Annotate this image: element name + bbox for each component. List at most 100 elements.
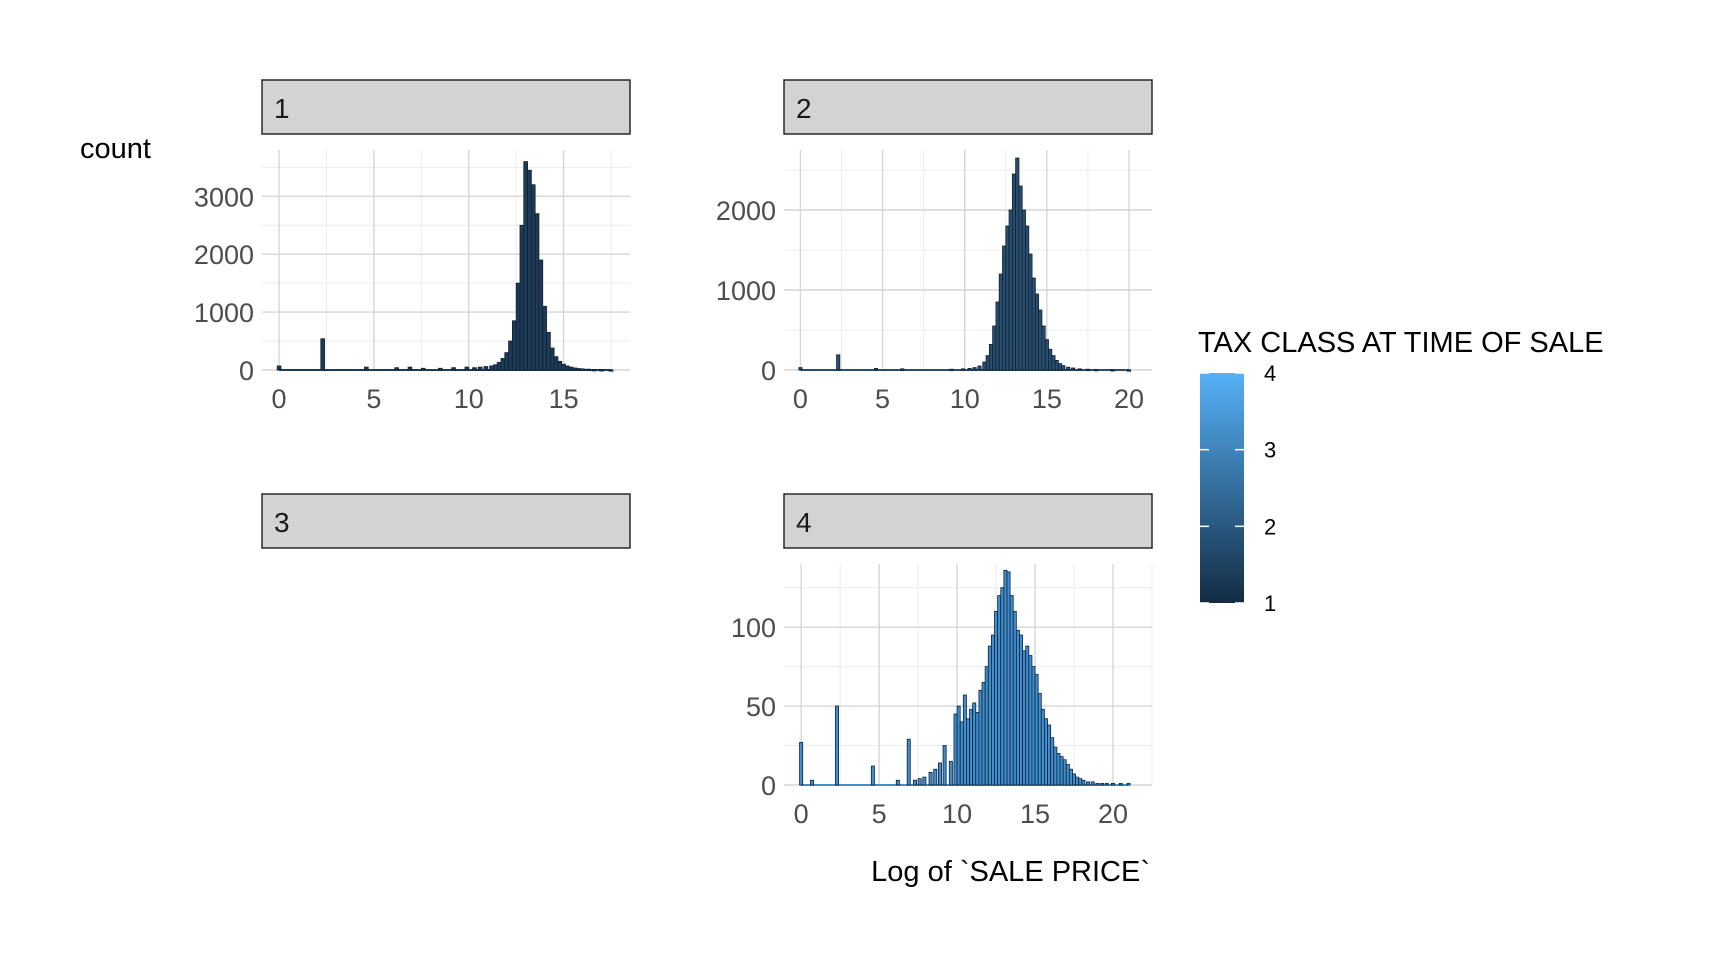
histogram-bar [1002,245,1007,371]
x-tick-label: 0 [793,384,808,414]
histogram-bar [799,741,804,786]
histogram-bar [519,224,525,371]
histogram-bar [1110,369,1115,372]
legend-tick-label: 3 [1264,438,1276,463]
histogram-bar [534,213,540,371]
histogram-bar [1071,367,1076,371]
histogram-bar [942,745,947,786]
histogram-bar [500,358,506,371]
histogram-bar [913,779,917,786]
x-tick-label: 20 [1114,384,1144,414]
histogram-bar [1008,209,1013,371]
histogram-bar [464,366,470,371]
colorbar-ticks: 1 2 3 4 [1200,361,1276,616]
histogram-bar [870,765,875,786]
histogram-bar [967,367,972,371]
x-tick-label: 0 [794,799,809,829]
histogram-bar [1075,776,1080,786]
histogram-bar [835,705,839,786]
x-tick-label: 15 [1020,799,1050,829]
histogram-bar [1081,779,1086,786]
histogram-bar [959,721,964,786]
histogram-bar [984,666,989,786]
histogram-bar [953,713,958,786]
x-tick-label: 0 [272,384,287,414]
x-axis-title: Log of `SALE PRICE` [871,856,1150,888]
histogram-bar [493,364,498,371]
histogram-bar [1059,756,1064,786]
histogram-bar [608,369,614,372]
histogram-bar [1003,569,1008,786]
histogram-bar [1066,366,1071,371]
legend-title: TAX CLASS AT TIME OF SALE [1198,327,1604,359]
histogram-bar [906,738,911,786]
facet-strip-3 [261,493,631,549]
histogram-bar [975,711,980,786]
histogram-bar [1057,363,1063,371]
histogram-bar [451,367,456,371]
histogram-bar [1038,309,1043,371]
histogram-bar [988,343,994,371]
histogram-bar [508,340,513,371]
histogram-bar [1018,185,1023,371]
facet-panel-4: 4 0 5 10 15 20 0 50 100 [731,493,1153,829]
facet-strip-2 [783,79,1153,135]
histogram-bar [1025,225,1030,371]
histogram-bar [1061,365,1066,371]
histogram-bars [799,569,1131,786]
histogram-bar [1022,650,1027,786]
x-tick-label: 15 [549,384,579,414]
histogram-bar [1034,293,1040,371]
histogram-bar [1086,781,1091,786]
facet-strip-label: 3 [274,507,290,538]
histogram-bar [997,595,1002,786]
histogram-bar [969,708,974,786]
histogram-bar [873,367,879,371]
grid-lines [784,150,1152,371]
histogram-bar [1118,783,1123,786]
histogram-bar [937,762,942,786]
histogram-bar [591,369,597,372]
histogram-bar [565,365,570,371]
histogram-bar [1041,325,1046,371]
histogram-bar [836,354,841,371]
histogram-bar [900,368,905,371]
histogram-bar [1031,666,1036,786]
histogram-bar [949,368,954,372]
histogram-bar [1078,778,1083,786]
histogram-bar [810,779,815,786]
histogram-bar [1068,768,1073,786]
histogram-bar [477,366,483,371]
y-tick-label: 1000 [716,276,776,306]
histogram-bar [538,259,544,371]
histogram-bar [1006,571,1011,786]
histogram-bar [1044,339,1049,371]
histogram-bar [364,366,369,371]
x-tick-label: 5 [366,384,381,414]
color-legend: TAX CLASS AT TIME OF SALE 1 2 3 4 [1198,327,1604,616]
histogram-bar [557,360,563,371]
histogram-bar [523,161,528,371]
histogram-bar [489,365,494,371]
histogram-bar [1021,209,1026,371]
histogram-bar [1040,708,1045,786]
histogram-bar [1056,753,1061,786]
histogram-bar [972,702,977,786]
histogram-bar [987,645,992,786]
histogram-bar [1051,355,1056,371]
histogram-bar [1126,783,1131,786]
facet-strip-label: 4 [796,507,812,538]
y-tick-label: 0 [761,771,776,801]
histogram-bar [1050,737,1055,786]
histogram-bar [1054,359,1059,371]
histogram-bar [561,363,566,371]
x-tick-label: 5 [872,799,887,829]
histogram-bars [798,157,1132,372]
x-tick-label: 20 [1098,799,1128,829]
x-tick-label: 5 [875,384,890,414]
histogram-bar [998,273,1003,371]
facet-panel-3: 3 [261,493,631,549]
histogram-bar [1025,645,1030,786]
y-tick-label: 100 [731,613,776,643]
